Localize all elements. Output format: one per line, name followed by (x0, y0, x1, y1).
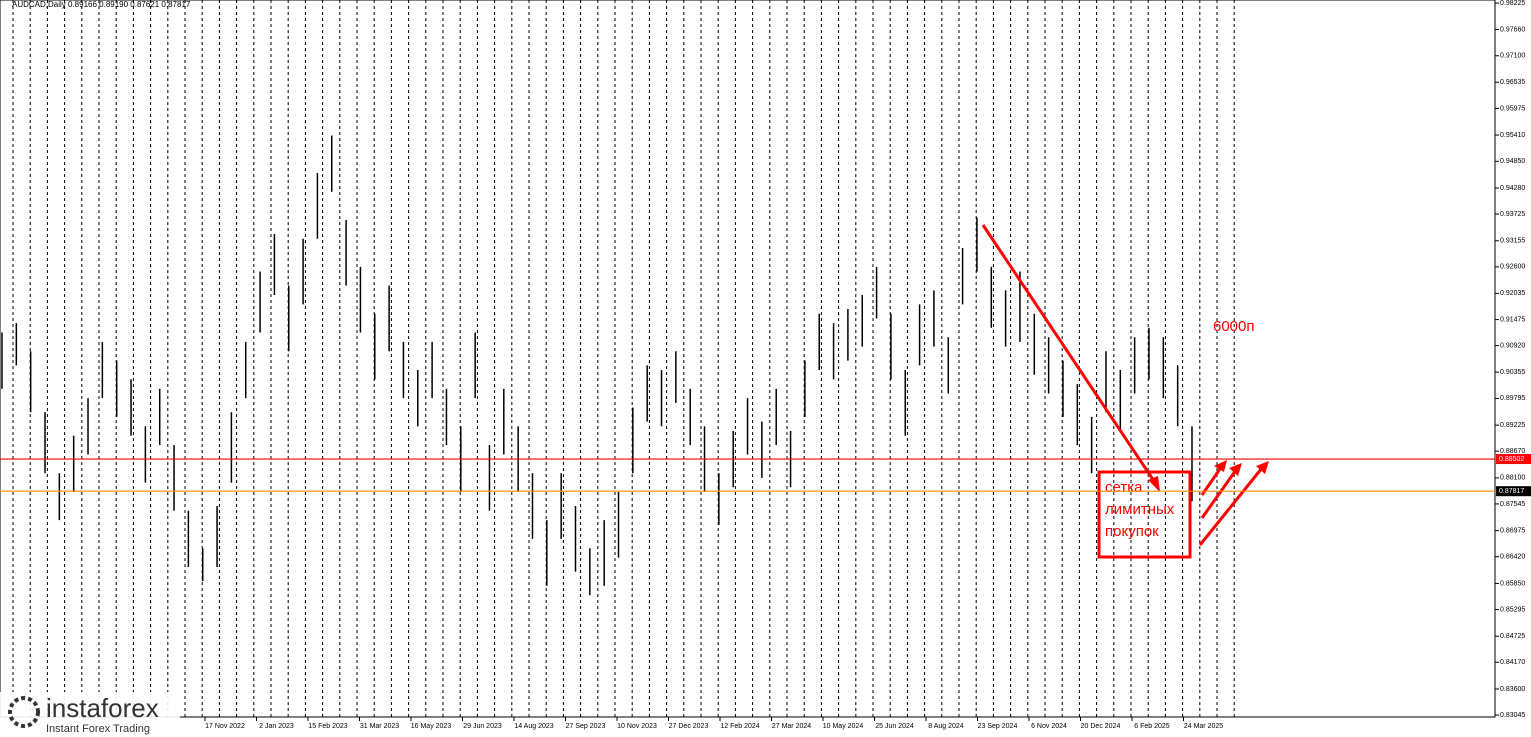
arrows (1198, 460, 1269, 546)
y-tick-label: 0.90920 (1500, 342, 1525, 349)
y-tick-label: 0.98225 (1500, 0, 1525, 7)
plot-frame (0, 0, 1496, 718)
x-tick-label: 29 Jun 2023 (463, 723, 502, 730)
y-tick-label: 0.83600 (1500, 686, 1525, 693)
annotation-box (1097, 470, 1192, 559)
x-tick-label: 10 May 2024 (823, 723, 864, 730)
x-tick-label: 2 Jan 2023 (259, 723, 294, 730)
x-tick-label: 24 Mar 2025 (1184, 723, 1223, 730)
y-tick-label: 0.94850 (1500, 158, 1525, 165)
logo-tagline: Instant Forex Trading (46, 723, 150, 735)
annotation: сетка (1105, 479, 1143, 496)
x-tick-label: 31 Mar 2023 (360, 723, 399, 730)
level-label: 0.87817 (1499, 488, 1524, 495)
y-tick-label: 0.86975 (1500, 528, 1525, 535)
y-tick-label: 0.95410 (1500, 132, 1525, 139)
y-tick-label: 0.92600 (1500, 264, 1525, 271)
y-tick-label: 0.83045 (1500, 712, 1525, 719)
y-tick-label: 0.84725 (1500, 633, 1525, 640)
y-tick-label: 0.96535 (1500, 79, 1525, 86)
header: AUDCAD,Daily 0.89166 0.89190 0.87621 0.8… (12, 0, 191, 9)
y-tick-label: 0.93155 (1500, 238, 1525, 245)
x-tick-label: 10 Nov 2023 (617, 723, 657, 730)
x-tick-label: 15 Feb 2023 (308, 723, 347, 730)
x-tick-label: 8 Aug 2024 (928, 723, 964, 730)
level-label-bg (1496, 486, 1531, 497)
x-tick-label: 20 Dec 2024 (1081, 723, 1121, 730)
x-tick-label: 27 Dec 2023 (669, 723, 709, 730)
y-tick-label: 0.95975 (1500, 105, 1525, 112)
y-tick-label: 0.87545 (1500, 501, 1525, 508)
x-tick-label: 14 Aug 2023 (514, 723, 553, 730)
annotation: лимитных (1105, 501, 1175, 518)
x-tick-label: 6 Feb 2025 (1134, 723, 1170, 730)
y-tick-label: 0.90355 (1500, 369, 1525, 376)
x-tick-label: 6 Nov 2024 (1031, 723, 1067, 730)
x-tick-label: 12 Feb 2024 (720, 723, 759, 730)
logo-icon (8, 696, 40, 728)
annotation: 6000п (1213, 318, 1255, 335)
logo: instaforex (46, 693, 159, 723)
x-tick-label: 27 Sep 2023 (566, 723, 606, 730)
y-tick-label: 0.89795 (1500, 395, 1525, 402)
trend-line (981, 224, 1158, 485)
arrow-head (1148, 476, 1160, 492)
y-tick-label: 0.97660 (1500, 26, 1525, 33)
x-tick-label: 17 Nov 2022 (205, 723, 245, 730)
x-tick-label: 23 Sep 2024 (978, 723, 1018, 730)
y-tick-label: 0.88670 (1500, 448, 1525, 455)
y-tick-label: 0.89225 (1500, 422, 1525, 429)
level-label: 0.88502 (1499, 456, 1524, 463)
level-label-bg (1496, 454, 1531, 465)
x-tick-label: 27 Mar 2024 (772, 723, 811, 730)
price-bars (1, 135, 1193, 596)
x-tick-label: 25 Jun 2024 (875, 723, 914, 730)
y-tick-label: 0.92035 (1500, 290, 1525, 297)
y-tick-label: 0.97100 (1500, 53, 1525, 60)
annotation: покупок (1105, 523, 1159, 540)
y-tick-label: 0.91475 (1500, 316, 1525, 323)
x-tick-label: 16 May 2023 (411, 723, 452, 730)
y-tick-label: 0.93725 (1500, 211, 1525, 218)
y-tick-label: 0.85850 (1500, 580, 1525, 587)
y-tick-label: 0.94280 (1500, 185, 1525, 192)
y-tick-label: 0.84170 (1500, 659, 1525, 666)
y-tick-label: 0.86420 (1500, 554, 1525, 561)
y-tick-label: 0.85295 (1500, 606, 1525, 613)
y-tick-label: 0.88100 (1500, 475, 1525, 482)
